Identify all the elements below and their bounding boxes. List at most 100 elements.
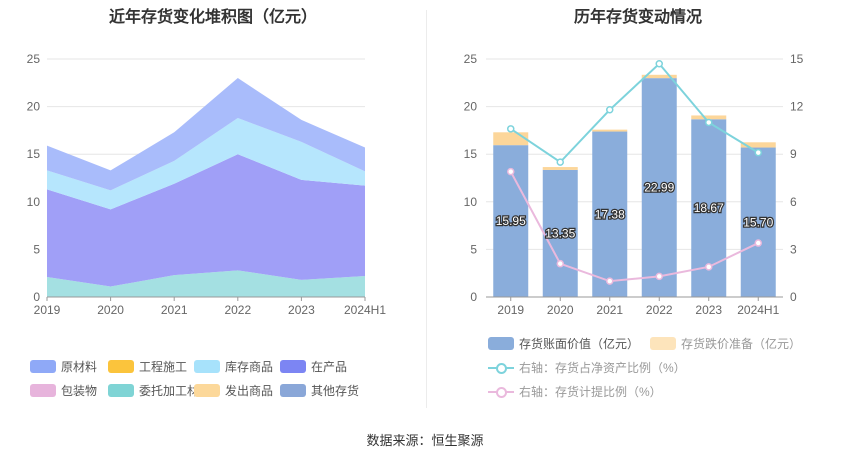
left-x-tick-label: 2021: [161, 303, 188, 317]
bar-book-value: [740, 147, 776, 297]
legend-swatch: [30, 384, 56, 397]
bar-impairment-reserve: [691, 115, 727, 120]
bar-book-value: [542, 169, 578, 297]
left-y-tick-label: 15: [27, 147, 41, 161]
legend-item[interactable]: 存货跌价准备（亿元）: [650, 335, 801, 352]
left-y-tick-label: 25: [27, 52, 41, 66]
bar-impairment-reserve: [641, 74, 677, 79]
legend-item[interactable]: 包装物: [30, 382, 97, 399]
legend-item[interactable]: 在产品: [280, 358, 347, 375]
legend-label: 库存商品: [225, 360, 274, 374]
legend-item[interactable]: 右轴：存货计提比例（%）: [488, 383, 662, 400]
line-provision-ratio-point: [606, 277, 614, 285]
bar-book-value: [592, 131, 628, 297]
right-x-tick-label: 2022: [646, 303, 673, 317]
right-y-tick-label: 20: [464, 100, 478, 114]
right-x-tick-label: 2021: [596, 303, 623, 317]
area-series-委托加工材料: [47, 270, 365, 297]
line-inventory-to-net-assets-point: [705, 118, 713, 127]
bar-value-label: 15.70: [743, 215, 773, 229]
legend-label: 委托加工材料: [139, 384, 212, 398]
left-x-tick-label: 2020: [97, 303, 124, 317]
legend-swatch: [194, 384, 220, 397]
left-chart-title: 近年存货变化堆积图（亿元）: [108, 9, 317, 26]
legend-swatch: [488, 385, 514, 398]
legend-item[interactable]: 原材料: [30, 358, 97, 375]
right-x-tick-label: 2020: [547, 303, 574, 317]
right-x-tick-label: 2023: [695, 303, 722, 317]
left-x-tick-label: 2022: [224, 303, 251, 317]
legend-label: 其他存货: [311, 384, 360, 398]
bar-value-label: 18.67: [694, 201, 724, 215]
line-inventory-to-net-assets-point: [754, 148, 762, 157]
panel-divider: [426, 10, 427, 408]
legend-swatch: [108, 360, 134, 373]
line-inventory-to-net-assets: [510, 62, 759, 164]
line-provision-ratio: [509, 171, 759, 283]
right-y2-tick-label: 15: [790, 52, 804, 66]
right-y-tick-label: 5: [470, 242, 477, 256]
right-y2-tick-label: 3: [790, 242, 797, 256]
right-y2-tick-label: 9: [790, 147, 797, 161]
line-inventory-to-net-assets-point: [507, 125, 515, 133]
bar-impairment-reserve: [493, 132, 529, 146]
line-provision-ratio-point: [507, 167, 515, 176]
bar-impairment-reserve: [592, 129, 628, 132]
right-x-tick-label: 2019: [497, 303, 524, 317]
bar-value-label: 22.99: [644, 181, 674, 195]
legend-swatch: [30, 360, 56, 373]
bar-book-value: [641, 78, 677, 298]
legend-swatch: [650, 337, 676, 350]
legend-label: 存货跌价准备（亿元）: [681, 337, 802, 351]
legend-item[interactable]: 右轴：存货占净资产比例（%）: [488, 359, 686, 376]
right-y2-tick-label: 12: [790, 100, 804, 114]
line-inventory-to-net-assets-point: [556, 158, 564, 166]
bar-value-label: 15.95: [496, 214, 526, 228]
left-y-tick-label: 10: [27, 195, 41, 209]
legend-swatch: [194, 360, 220, 373]
legend-item[interactable]: 发出商品: [194, 382, 273, 399]
right-y2-tick-label: 6: [790, 195, 797, 209]
legend-label: 工程施工: [139, 360, 188, 374]
right-x-tick-label: 2024H1: [737, 303, 779, 317]
legend-item[interactable]: 库存商品: [194, 358, 273, 375]
left-x-tick-label: 2019: [34, 303, 61, 317]
left-x-tick-label: 2024H1: [344, 303, 386, 317]
data-source-note: 数据来源：恒生聚源: [366, 433, 484, 448]
line-inventory-to-net-assets-point: [655, 60, 663, 68]
left-y-tick-label: 20: [27, 100, 41, 114]
right-y-tick-label: 0: [470, 290, 477, 304]
legend-item[interactable]: 工程施工: [108, 358, 187, 375]
left-x-tick-label: 2023: [288, 303, 315, 317]
line-provision-ratio-point: [705, 263, 713, 271]
legend-label: 右轴：存货计提比例（%）: [519, 385, 662, 399]
bar-value-label: 17.38: [595, 207, 625, 221]
right-y-tick-label: 25: [464, 52, 478, 66]
legend-swatch: [280, 384, 306, 397]
bar-impairment-reserve: [740, 142, 776, 148]
legend-item[interactable]: 委托加工材料: [108, 382, 211, 399]
legend-swatch: [280, 360, 306, 373]
legend-swatch: [108, 384, 134, 397]
line-inventory-to-net-assets-point: [606, 106, 614, 114]
legend-swatch: [488, 337, 514, 350]
right-y2-tick-label: 0: [790, 290, 797, 304]
left-y-tick-label: 0: [33, 290, 40, 304]
legend-swatch: [488, 361, 514, 374]
right-y-tick-label: 15: [464, 147, 478, 161]
right-y-tick-label: 10: [464, 195, 478, 209]
legend-label: 发出商品: [225, 384, 274, 398]
legend-item[interactable]: 其他存货: [280, 382, 359, 399]
legend-label: 原材料: [61, 360, 98, 374]
left-y-tick-label: 5: [33, 242, 40, 256]
legend-item[interactable]: 存货账面价值（亿元）: [488, 335, 639, 352]
area-series-原材料: [47, 78, 365, 191]
line-provision-ratio-point: [754, 239, 762, 247]
legend-label: 右轴：存货占净资产比例（%）: [519, 361, 686, 375]
legend-label: 在产品: [311, 360, 348, 374]
bar-value-label: 13.35: [545, 226, 575, 240]
area-series-库存商品: [47, 118, 365, 210]
legend-label: 包装物: [61, 384, 98, 398]
line-provision-ratio-point: [655, 272, 663, 281]
